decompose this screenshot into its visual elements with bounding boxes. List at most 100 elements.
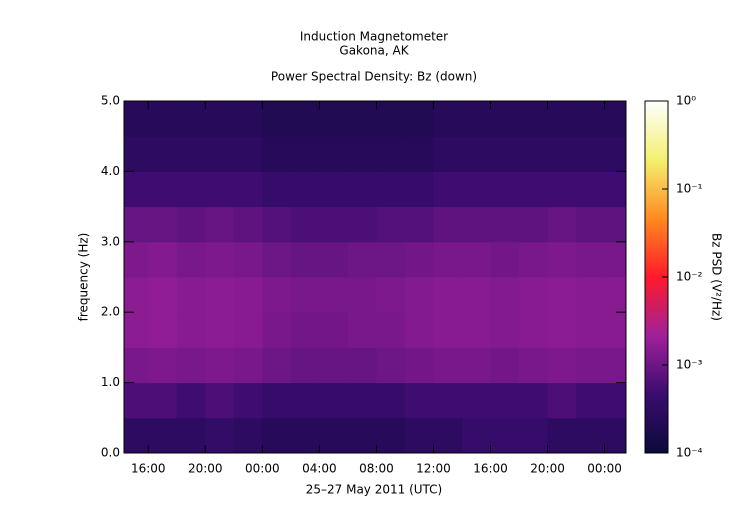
colorbar-label: Bz PSD (V²/Hz) — [710, 233, 724, 321]
heatmap-cell — [124, 241, 149, 278]
heatmap-cell — [461, 382, 492, 419]
y-axis-label: frequency (Hz) — [77, 233, 91, 322]
heatmap-cell — [576, 347, 606, 384]
chart-title: Induction Magnetometer — [300, 30, 448, 44]
heatmap-cell — [604, 206, 626, 243]
heatmap-cell — [490, 347, 520, 384]
heatmap-cell — [347, 382, 377, 419]
colorbar-tick-label: 10⁻¹ — [676, 182, 703, 196]
heatmap-cell — [576, 101, 606, 137]
x-tick-label: 08:00 — [359, 462, 394, 476]
heatmap-cell — [604, 101, 626, 137]
heatmap-cell — [404, 241, 434, 278]
heatmap-cell — [576, 312, 606, 348]
heatmap-cell — [433, 312, 463, 348]
heatmap-cell — [433, 382, 463, 419]
heatmap-cell — [319, 136, 349, 172]
heatmap-cell — [148, 171, 178, 208]
heatmap-cell — [376, 101, 406, 137]
heatmap-cell — [604, 312, 626, 348]
heatmap-cell — [233, 206, 263, 243]
heatmap-cell — [124, 171, 149, 208]
heatmap-cell — [490, 101, 520, 137]
plot-frame — [123, 100, 627, 454]
x-tick-label: 04:00 — [302, 462, 337, 476]
x-tick-label: 16:00 — [473, 462, 508, 476]
heatmap-cell — [205, 417, 235, 453]
heatmap-cell — [376, 277, 406, 313]
heatmap-cell — [290, 312, 320, 348]
heatmap-cell — [347, 171, 377, 208]
heatmap-cell — [376, 136, 406, 172]
x-tick-label: 12:00 — [416, 462, 451, 476]
y-tick-label: 3.0 — [101, 234, 120, 248]
heatmap-cell — [290, 171, 320, 208]
heatmap-cell — [547, 347, 577, 384]
colorbar-tick-label: 10⁻⁴ — [676, 446, 703, 460]
heatmap-cell — [461, 417, 492, 453]
y-tick-label: 4.0 — [101, 164, 120, 178]
x-tick-label: 16:00 — [131, 462, 166, 476]
heatmap-cell — [148, 417, 178, 453]
heatmap-cell — [404, 171, 434, 208]
heatmap-cell — [347, 136, 377, 172]
heatmap-cell — [461, 206, 492, 243]
heatmap-cell — [347, 417, 377, 453]
heatmap-cell — [205, 312, 235, 348]
heatmap-cell — [319, 417, 349, 453]
heatmap-cell — [376, 312, 406, 348]
heatmap-cell — [148, 241, 178, 278]
heatmap-cell — [461, 241, 492, 278]
heatmap-cell — [490, 417, 520, 453]
heatmap-cell — [519, 241, 549, 278]
heatmap-cell — [262, 136, 292, 172]
colorbar-tick-label: 10⁰ — [676, 94, 696, 108]
heatmap-cell — [262, 206, 292, 243]
heatmap-cell — [547, 312, 577, 348]
heatmap-cell — [176, 277, 206, 313]
heatmap-cell — [461, 277, 492, 313]
y-tick-label: 1.0 — [101, 375, 120, 389]
heatmap-cell — [262, 347, 292, 384]
x-tick-label: 00:00 — [245, 462, 280, 476]
heatmap-cell — [124, 382, 149, 419]
colorbar-tick-label: 10⁻² — [676, 270, 703, 284]
heatmap-cell — [124, 312, 149, 348]
heatmap-cell — [176, 101, 206, 137]
heatmap-cell — [124, 347, 149, 384]
y-tick-label: 2.0 — [101, 305, 120, 319]
heatmap-cell — [262, 241, 292, 278]
heatmap-cell — [176, 347, 206, 384]
heatmap-cell — [205, 206, 235, 243]
heatmap-cell — [262, 171, 292, 208]
heatmap-cell — [461, 312, 492, 348]
heatmap-cell — [547, 206, 577, 243]
heatmap-cell — [433, 101, 463, 137]
heatmap-cell — [404, 312, 434, 348]
heatmap-cell — [290, 136, 320, 172]
heatmap-cell — [319, 312, 349, 348]
heatmap-cell — [461, 101, 492, 137]
heatmap-cell — [604, 277, 626, 313]
heatmap-cell — [176, 382, 206, 419]
heatmap-cell — [124, 206, 149, 243]
heatmap-cell — [205, 136, 235, 172]
heatmap-cell — [604, 382, 626, 419]
heatmap-cell — [404, 382, 434, 419]
x-tick-label: 20:00 — [188, 462, 223, 476]
heatmap-cell — [262, 101, 292, 137]
heatmap-cell — [404, 417, 434, 453]
heatmap-cell — [490, 241, 520, 278]
heatmap-cell — [576, 382, 606, 419]
heatmap-cell — [319, 241, 349, 278]
heatmap-cell — [262, 382, 292, 419]
heatmap-cell — [433, 136, 463, 172]
heatmap-cells — [124, 101, 626, 453]
heatmap-cell — [547, 241, 577, 278]
heatmap-cell — [262, 277, 292, 313]
heatmap-cell — [576, 136, 606, 172]
heatmap-cell — [205, 347, 235, 384]
heatmap-cell — [490, 277, 520, 313]
x-axis-label: 25–27 May 2011 (UTC) — [306, 483, 442, 497]
heatmap-cell — [576, 417, 606, 453]
